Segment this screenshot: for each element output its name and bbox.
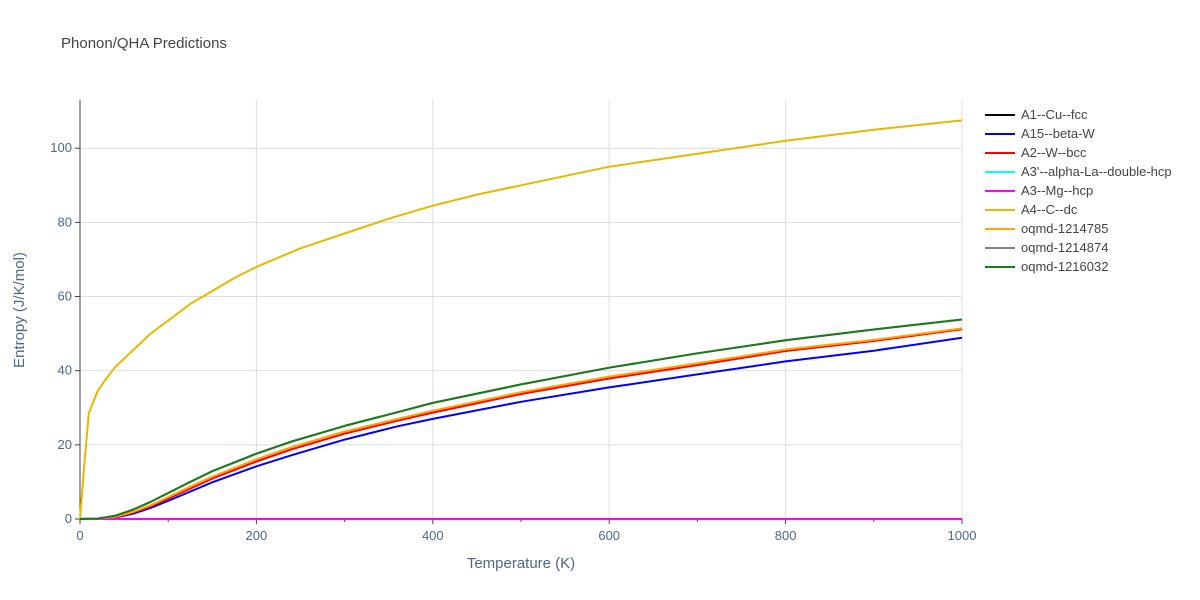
x-tick-label: 200 <box>246 528 268 543</box>
series-line-8[interactable] <box>79 318 963 520</box>
x-tick-label: 600 <box>598 528 620 543</box>
legend-label: A2--W--bcc <box>1021 145 1087 160</box>
legend-swatch <box>985 246 1015 249</box>
legend-swatch <box>985 265 1015 268</box>
x-tick-label: 400 <box>422 528 444 543</box>
y-tick-label: 20 <box>58 437 72 452</box>
legend-swatch <box>985 227 1015 230</box>
y-tick-label: 0 <box>65 511 72 526</box>
x-tick-label: 800 <box>775 528 797 543</box>
legend-swatch <box>985 132 1015 135</box>
y-tick-label: 40 <box>58 363 72 378</box>
legend-label: A3'--alpha-La--double-hcp <box>1021 164 1172 179</box>
legend-item[interactable]: A15--beta-W <box>985 124 1172 143</box>
legend-item[interactable]: oqmd-1214785 <box>985 219 1172 238</box>
y-axis-label: Entropy (J/K/mol) <box>11 252 28 368</box>
series-line-6[interactable] <box>79 327 963 520</box>
legend-label: A4--C--dc <box>1021 202 1078 217</box>
legend-label: oqmd-1214874 <box>1021 240 1109 255</box>
legend-item[interactable]: A2--W--bcc <box>985 143 1172 162</box>
grid-lines <box>80 100 963 519</box>
legend-swatch <box>985 151 1015 154</box>
legend-swatch <box>985 208 1015 211</box>
chart-title: Phonon/QHA Predictions <box>61 35 227 52</box>
x-tick-label: 0 <box>76 528 83 543</box>
axes: 0 200 400 600 800 1000 0 20 40 60 80 100 <box>50 100 976 543</box>
x-axis-label: Temperature (K) <box>467 555 575 572</box>
legend-label: A1--Cu--fcc <box>1021 107 1088 122</box>
legend-item[interactable]: oqmd-1214874 <box>985 238 1172 257</box>
legend: A1--Cu--fcc A15--beta-W A2--W--bcc A3'--alp… <box>985 105 1172 276</box>
legend-label: oqmd-1214785 <box>1021 221 1109 236</box>
legend-swatch <box>985 189 1015 192</box>
series-line-7[interactable] <box>79 318 963 520</box>
legend-swatch <box>985 113 1015 116</box>
y-tick-label: 80 <box>58 214 72 229</box>
series-line-5[interactable] <box>79 119 963 520</box>
x-tick-label: 1000 <box>948 528 977 543</box>
legend-item[interactable]: A3--Mg--hcp <box>985 181 1172 200</box>
series-layer <box>79 119 963 520</box>
legend-item[interactable]: A3'--alpha-La--double-hcp <box>985 162 1172 181</box>
legend-label: A15--beta-W <box>1021 126 1095 141</box>
series-line-1[interactable] <box>79 336 963 520</box>
y-tick-label: 100 <box>50 140 72 155</box>
series-line-2[interactable] <box>79 328 963 520</box>
legend-item[interactable]: A1--Cu--fcc <box>985 105 1172 124</box>
legend-item[interactable]: oqmd-1216032 <box>985 257 1172 276</box>
y-tick-label: 60 <box>58 289 72 304</box>
legend-item[interactable]: A4--C--dc <box>985 200 1172 219</box>
legend-swatch <box>985 170 1015 173</box>
legend-label: A3--Mg--hcp <box>1021 183 1094 198</box>
legend-label: oqmd-1216032 <box>1021 259 1109 274</box>
